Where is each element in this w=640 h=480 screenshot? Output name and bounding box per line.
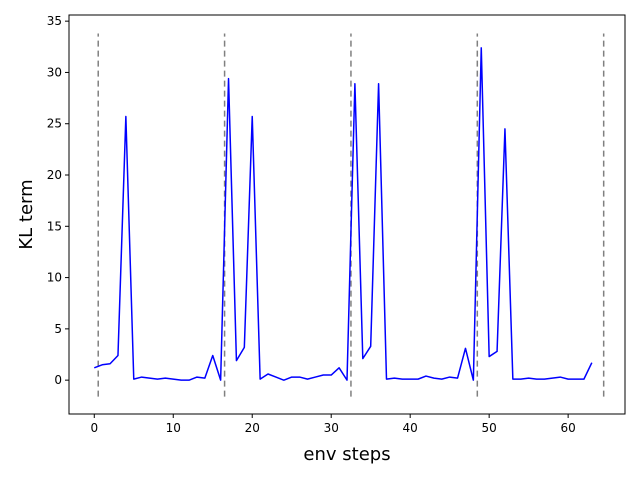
x-tick-label: 20 (245, 421, 260, 435)
y-tick-label: 0 (54, 373, 62, 387)
x-tick-label: 30 (324, 421, 339, 435)
y-axis-label: KL term (16, 179, 37, 249)
y-tick-label: 30 (47, 65, 62, 79)
x-tick-label: 60 (560, 421, 575, 435)
kl-term-series-line (93, 47, 593, 381)
x-axis-label: env steps (303, 444, 390, 465)
plot-frame (68, 14, 626, 415)
x-tick-label: 40 (403, 421, 418, 435)
plot-area (93, 33, 605, 397)
x-tick-label: 50 (482, 421, 497, 435)
y-tick-label: 15 (47, 219, 62, 233)
x-tick-label: 10 (166, 421, 181, 435)
y-tick-label: 20 (47, 168, 62, 182)
y-tick-label: 5 (54, 322, 62, 336)
y-tick-label: 25 (47, 117, 62, 131)
y-tick-label: 10 (47, 271, 62, 285)
x-tick-label: 0 (90, 421, 98, 435)
y-tick-label: 35 (47, 14, 62, 28)
axes: 0 10 20 30 40 50 60 0 5 10 15 20 25 30 35 (47, 14, 576, 435)
